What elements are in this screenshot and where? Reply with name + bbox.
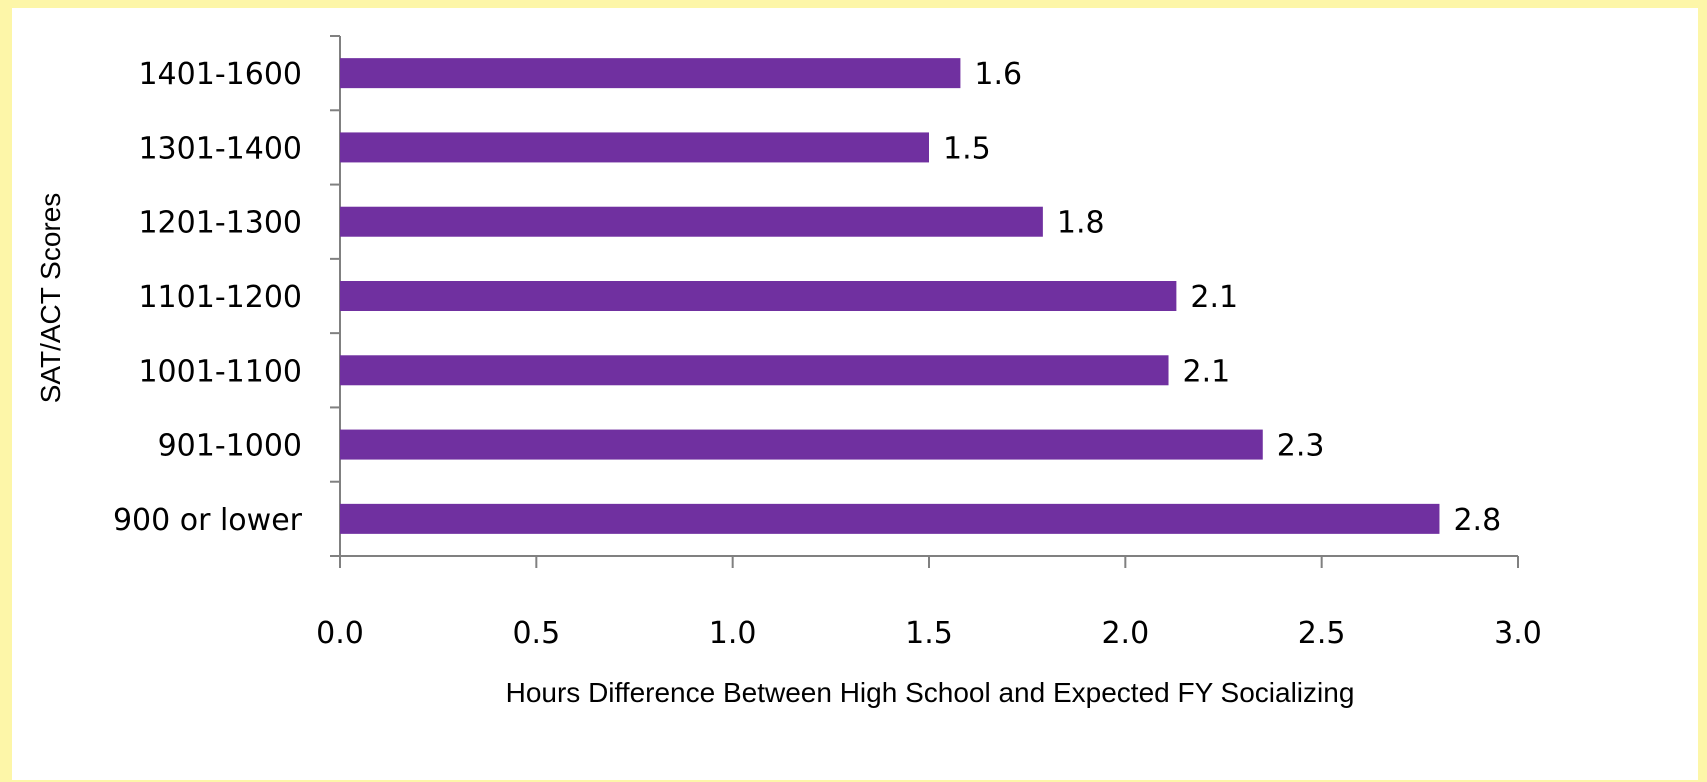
bar [340,355,1169,386]
x-tick-label: 0.5 [512,616,560,651]
category-label: 1401-1600 [138,57,302,92]
x-tick-label: 2.0 [1101,616,1149,651]
category-label: 1201-1300 [138,206,302,241]
plot-background [12,8,1698,780]
bar [340,429,1263,460]
data-label: 1.5 [943,131,991,166]
bar [340,132,929,163]
x-tick-label: 3.0 [1494,616,1542,651]
data-label: 1.6 [974,57,1022,92]
data-label: 1.8 [1057,206,1105,241]
y-axis-title: SAT/ACT Scores [35,193,66,404]
category-label: 901-1000 [158,429,302,464]
x-tick-label: 0.0 [316,616,364,651]
bar [340,281,1177,311]
data-label: 2.1 [1183,354,1231,389]
data-label: 2.1 [1190,280,1238,315]
x-tick-label: 2.5 [1298,616,1346,651]
x-tick-label: 1.5 [905,616,953,651]
data-label: 2.8 [1453,503,1501,538]
data-label: 2.3 [1277,429,1325,464]
category-label: 1001-1100 [138,354,302,389]
category-label: 1301-1400 [138,131,302,166]
category-label: 900 or lower [113,503,303,538]
x-axis-title: Hours Difference Between High School and… [506,677,1355,708]
bar [340,58,961,89]
x-tick-label: 1.0 [709,616,757,651]
bar [340,503,1440,534]
category-label: 1101-1200 [138,280,302,315]
bar [340,206,1043,237]
